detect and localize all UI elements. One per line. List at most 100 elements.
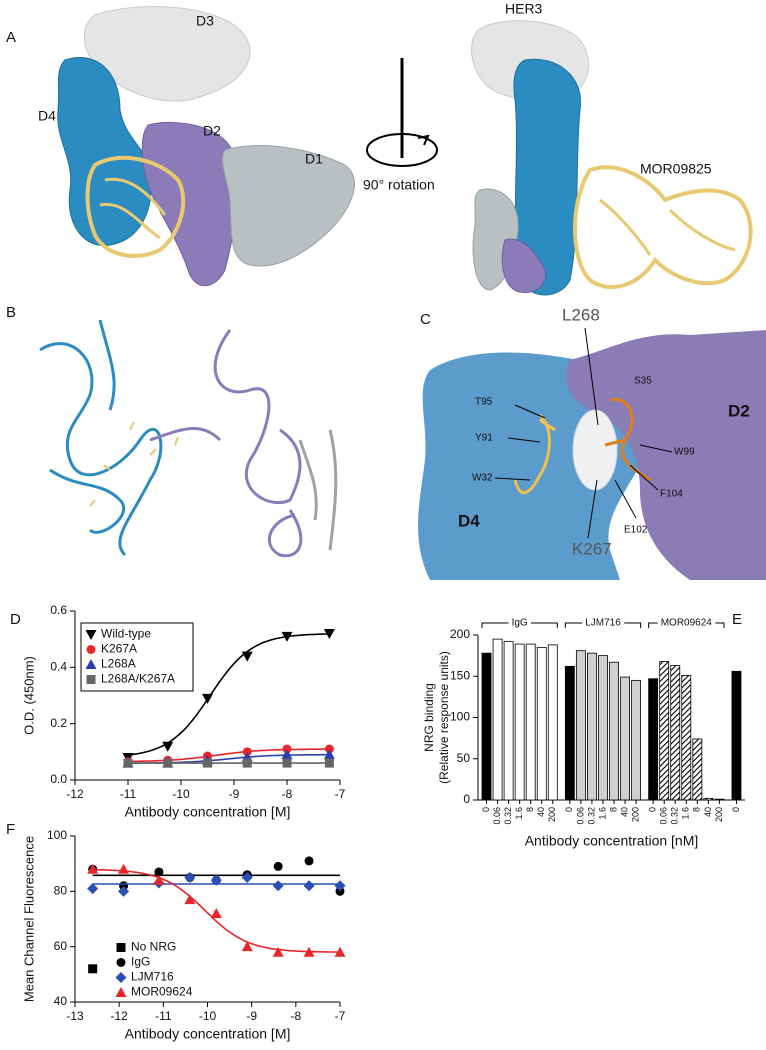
rotation-symbol — [366, 58, 438, 167]
bar — [598, 655, 608, 801]
bar — [492, 638, 503, 801]
marker — [85, 659, 97, 669]
x-tick-label: 40 — [703, 807, 713, 817]
legend-label: LJM716 — [131, 970, 174, 984]
y-tick-label: 50 — [457, 751, 471, 765]
marker — [116, 958, 126, 967]
marker — [273, 861, 283, 871]
marker — [324, 744, 334, 754]
legend-label: IgG — [131, 955, 150, 969]
marker — [210, 874, 222, 886]
x-tick-label: -11 — [120, 787, 137, 801]
annotation: Y91 — [475, 433, 493, 444]
y-tick-label: 150 — [450, 668, 470, 682]
annotation: L268 — [562, 305, 600, 324]
x-tick-label: -7 — [335, 787, 346, 801]
marker — [203, 758, 212, 768]
x-tick-label: 0.06 — [659, 807, 669, 825]
x-tick-label: -9 — [246, 1009, 257, 1023]
bar — [525, 643, 536, 801]
panel-label: C — [420, 311, 431, 328]
marker — [303, 946, 315, 957]
x-tick-label: 200 — [630, 807, 640, 822]
marker — [116, 943, 126, 952]
bar — [547, 644, 558, 801]
structure-left — [57, 6, 355, 287]
x-tick-label: 0 — [481, 807, 491, 812]
panel-label: D — [10, 611, 21, 628]
x-tick-label: -9 — [229, 787, 240, 801]
x-tick-label: -7 — [335, 1009, 346, 1023]
x-tick-label: 0 — [648, 807, 658, 812]
legend-label: Wild-type — [101, 627, 151, 641]
bar — [659, 661, 670, 801]
x-axis-label: Antibody concentration [nM] — [525, 833, 699, 849]
annotation: D4 — [38, 108, 56, 124]
marker — [241, 872, 253, 883]
marker — [272, 946, 284, 957]
x-tick-label: -12 — [110, 1009, 128, 1023]
annotation: S35 — [634, 376, 652, 387]
annotation: W32 — [472, 473, 493, 484]
x-tick-label: 1.6 — [597, 807, 607, 820]
marker — [202, 693, 213, 704]
bar — [692, 738, 703, 801]
y-axis-label: Mean Channel Fluorescence — [21, 836, 36, 1002]
marker — [86, 645, 96, 654]
y-tick-label: 200 — [450, 627, 470, 641]
x-tick-label: 0.32 — [586, 807, 596, 825]
y-tick-label: 80 — [54, 884, 68, 898]
marker — [242, 747, 252, 757]
fit-curve — [127, 633, 330, 756]
bar — [648, 678, 659, 801]
y-tick-label: 40 — [54, 994, 68, 1008]
surface-closeup — [418, 327, 766, 580]
x-tick-label: 0.06 — [492, 807, 502, 825]
annotation: D3 — [196, 13, 214, 29]
group-label-bg — [582, 617, 625, 629]
x-tick-label: 200 — [714, 807, 724, 822]
annotation: W99 — [674, 447, 695, 458]
marker — [324, 758, 334, 768]
marker — [162, 741, 174, 752]
marker — [153, 874, 165, 885]
annotation: F104 — [660, 489, 683, 500]
legend-label: K267A — [101, 642, 137, 656]
panel-label: E — [732, 611, 742, 628]
legend-box — [80, 622, 194, 692]
annotation: K267 — [572, 539, 612, 558]
annotation: E102 — [624, 525, 648, 536]
x-tick-label: -10 — [172, 787, 190, 801]
marker — [241, 651, 253, 662]
marker — [334, 946, 346, 957]
marker — [323, 749, 335, 760]
marker — [115, 987, 127, 997]
y-tick-label: 0.4 — [50, 660, 67, 674]
group-label-bg — [657, 617, 716, 629]
marker — [118, 863, 130, 874]
y-tick-label: 0.0 — [50, 772, 67, 786]
y-tick-label: 0.2 — [50, 716, 67, 730]
marker — [241, 941, 253, 952]
marker — [87, 883, 99, 895]
x-tick-label: 0.32 — [503, 807, 513, 825]
fit-curve — [92, 868, 341, 953]
bar — [503, 641, 514, 801]
fit-curve — [128, 748, 330, 763]
x-tick-label: 8 — [608, 807, 618, 812]
marker — [85, 630, 97, 640]
marker — [281, 631, 293, 642]
fit-curve — [128, 753, 330, 764]
legend-label: MOR09624 — [131, 985, 193, 999]
bar — [564, 665, 575, 801]
marker — [334, 880, 346, 892]
ribbon-diagram — [39, 319, 338, 558]
legend-label: L268A — [101, 657, 136, 671]
group-label: LJM716 — [585, 618, 621, 629]
marker — [184, 894, 196, 905]
marker — [210, 907, 222, 918]
marker — [163, 758, 173, 768]
marker — [86, 675, 96, 684]
y-axis-label: (Relative response units) — [437, 651, 451, 784]
